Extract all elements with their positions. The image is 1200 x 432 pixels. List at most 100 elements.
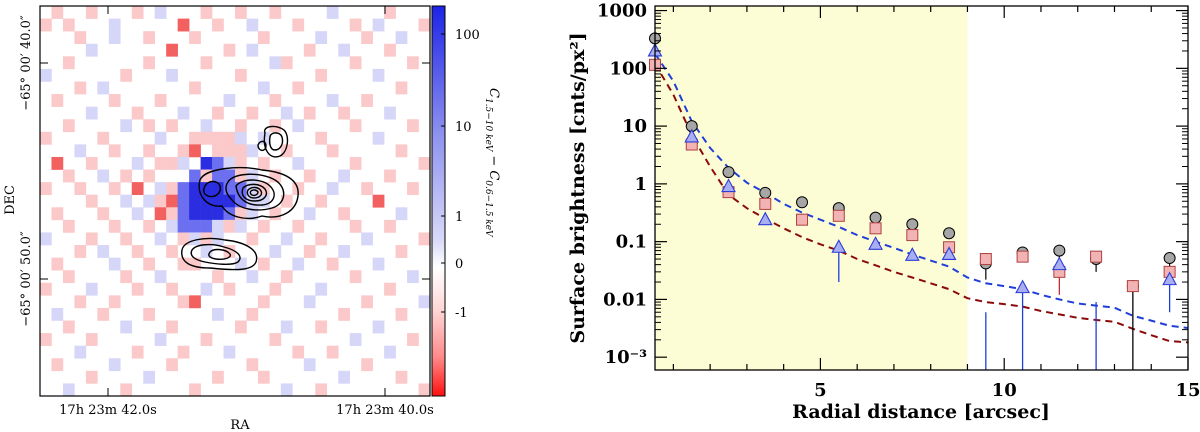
- map-pixel: [303, 207, 316, 221]
- map-pixel: [292, 345, 305, 359]
- map-pixel: [372, 194, 385, 208]
- map-pixel: [303, 358, 316, 372]
- map-pixel: [131, 282, 144, 296]
- map-pixel: [269, 94, 282, 107]
- map-pixel: [51, 257, 64, 271]
- map-pixel: [85, 333, 98, 346]
- map-pixel: [269, 119, 282, 133]
- map-pixel: [235, 194, 247, 208]
- map-pixel: [200, 119, 213, 133]
- map-pixel: [62, 18, 75, 32]
- map-pixel: [269, 169, 282, 183]
- point-square: [1126, 280, 1139, 293]
- hardness-map-panel: 17h 23m 42.0s 17h 23m 40.0s RA −65° 00′ …: [3, 5, 434, 432]
- map-pixel: [177, 257, 190, 271]
- map-pixel: [166, 182, 178, 196]
- y-tick-label: 100: [609, 58, 647, 79]
- map-pixel: [269, 333, 282, 346]
- point-square: [979, 253, 992, 266]
- colorbar-tick-10: 10: [455, 120, 472, 135]
- map-pixel: [189, 182, 201, 196]
- map-pixel: [303, 295, 316, 309]
- map-pixel: [407, 119, 419, 133]
- map-pixel: [235, 119, 247, 133]
- map-pixel: [257, 257, 270, 271]
- map-pixel: [189, 295, 201, 309]
- map-pixel: [235, 320, 247, 334]
- point-triangle: [1162, 271, 1178, 286]
- map-pixel: [62, 270, 75, 284]
- map-pixel: [418, 383, 431, 397]
- map-pixel: [326, 6, 339, 19]
- x-tick-label: 5: [814, 380, 827, 401]
- map-pixel: [200, 6, 213, 19]
- map-pixel: [189, 232, 201, 246]
- map-pixel: [235, 219, 247, 233]
- map-pixel: [120, 68, 133, 82]
- map-pixel: [143, 31, 156, 45]
- map-pixel: [223, 219, 236, 233]
- map-pixel: [315, 131, 328, 145]
- map-pixel: [108, 31, 121, 45]
- point-triangle: [941, 246, 957, 261]
- map-pixel: [326, 182, 339, 196]
- map-pixel: [120, 169, 133, 183]
- map-pixel: [143, 119, 156, 133]
- point-circle: [1163, 252, 1176, 265]
- map-pixel: [315, 68, 328, 82]
- model-curves: [654, 53, 1189, 344]
- map-pixel: [292, 156, 305, 170]
- map-pixel: [326, 144, 339, 158]
- map-pixel: [246, 144, 259, 158]
- map-pixel: [108, 257, 121, 271]
- map-pixel: [131, 245, 144, 258]
- colorbar-tick-0: 0: [455, 257, 463, 272]
- map-pixel: [372, 131, 385, 145]
- map-pixel: [120, 270, 133, 284]
- map-pixel: [326, 94, 339, 107]
- point-square: [1016, 250, 1029, 263]
- map-pixel: [395, 207, 408, 221]
- contour-lines: [181, 125, 299, 271]
- map-pixel: [246, 358, 259, 372]
- map-pixel: [212, 131, 224, 145]
- point-triangle: [904, 247, 920, 261]
- map-pixel: [303, 169, 316, 183]
- map-pixel: [143, 219, 156, 233]
- map-pixel: [166, 194, 178, 208]
- map-pixel: [97, 245, 110, 258]
- map-pixel: [269, 282, 282, 296]
- map-pixel: [97, 81, 110, 95]
- map-pixel: [395, 307, 408, 321]
- map-pixel: [120, 320, 133, 334]
- map-pixel: [131, 106, 144, 120]
- map-pixel: [292, 119, 305, 133]
- map-pixel: [51, 94, 64, 107]
- map-pixel: [74, 144, 87, 158]
- map-pixel: [189, 131, 201, 145]
- map-pixel: [62, 169, 75, 183]
- map-pixel: [40, 18, 52, 32]
- map-pixel: [200, 131, 213, 145]
- map-pixel: [51, 6, 64, 19]
- map-pixel: [108, 18, 121, 32]
- map-pixel: [407, 56, 419, 70]
- map-pixel: [395, 370, 408, 384]
- point-circle: [943, 227, 956, 240]
- point-square: [759, 197, 772, 210]
- colorbar-tick-1: 1: [455, 210, 463, 225]
- map-pixel: [143, 370, 156, 384]
- map-pixel: [246, 270, 259, 284]
- y-tick-label: 1: [634, 174, 647, 195]
- point-circle: [869, 211, 882, 224]
- map-pixel: [212, 270, 224, 284]
- map-pixel: [108, 94, 121, 107]
- map-pixel: [395, 31, 408, 45]
- colorbar: 100 10 1 0 -1 C1.5−10 keV−C0.6−1.5 keV: [431, 5, 501, 397]
- map-pixel: [292, 219, 305, 233]
- map-pixel: [200, 169, 213, 183]
- map-pixel: [166, 320, 178, 334]
- point-square: [1090, 250, 1103, 263]
- map-pixel: [280, 144, 293, 158]
- map-pixel: [154, 131, 167, 145]
